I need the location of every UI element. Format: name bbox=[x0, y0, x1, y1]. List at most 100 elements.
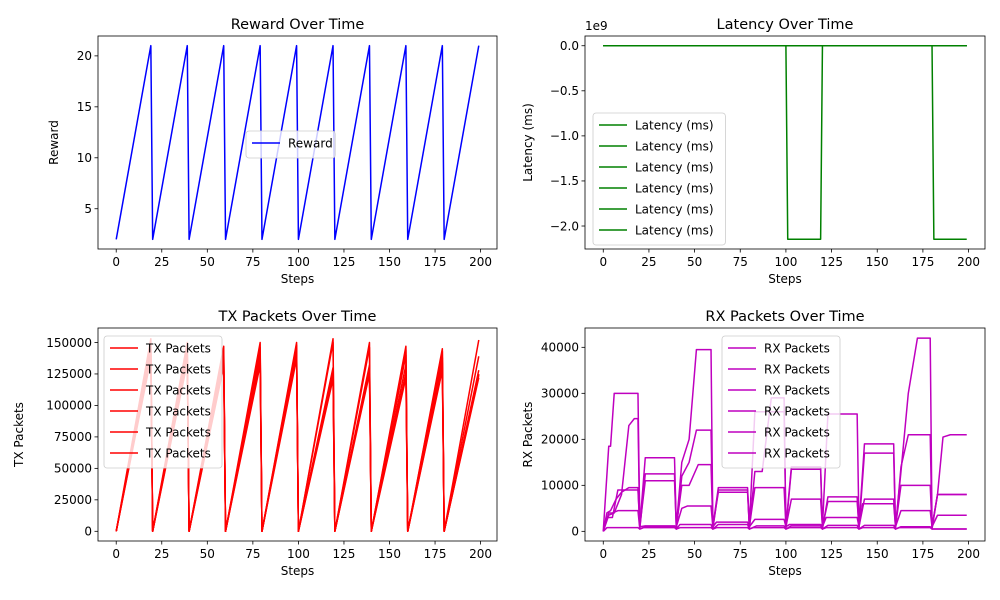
legend-entry-label: Latency (ms) bbox=[635, 160, 714, 174]
x-tick-label: 125 bbox=[333, 547, 356, 561]
y-tick-label: 0 bbox=[84, 525, 92, 539]
chart-title: Reward Over Time bbox=[231, 17, 365, 33]
legend: RX Packets RX Packets RX Packets RX Packets… bbox=[721, 335, 841, 469]
chart-tx-packets: 0 25 50 75 100 125 150 175 200 0 25000 50000 75000 10… bbox=[12, 309, 498, 578]
x-tick-label: 125 bbox=[820, 255, 843, 269]
legend-entry-label: TX Packets bbox=[145, 383, 211, 397]
y-tick-label: 40000 bbox=[541, 341, 579, 355]
legend: Reward bbox=[245, 130, 336, 159]
x-tick-label: 75 bbox=[733, 255, 748, 269]
y-tick-label: 20000 bbox=[541, 433, 579, 447]
x-tick-label: 25 bbox=[641, 255, 656, 269]
x-tick-label: 175 bbox=[424, 547, 447, 561]
x-tick-label: 200 bbox=[957, 547, 980, 561]
y-tick-label: 75000 bbox=[54, 430, 92, 444]
x-tick-label: 75 bbox=[733, 547, 748, 561]
y-tick-label: −0.5 bbox=[550, 84, 579, 98]
x-tick-label: 100 bbox=[287, 255, 310, 269]
chart-title: TX Packets Over Time bbox=[218, 309, 377, 325]
chart-latency: 0 25 50 75 100 125 150 175 200 0.0 −0.5 −1.0 −1.5 −2.… bbox=[521, 17, 986, 286]
legend-entry-label: TX Packets bbox=[145, 341, 211, 355]
x-tick-label: 50 bbox=[687, 255, 702, 269]
legend: Latency (ms) Latency (ms) Latency (ms) Late… bbox=[592, 112, 726, 246]
x-tick-label: 175 bbox=[424, 255, 447, 269]
y-tick-label: 0 bbox=[571, 525, 579, 539]
axes-frame bbox=[584, 35, 986, 250]
legend-entry-label: Latency (ms) bbox=[635, 223, 714, 237]
x-tick-label: 100 bbox=[287, 547, 310, 561]
legend-entry-label: Reward bbox=[288, 136, 333, 150]
x-tick-label: 0 bbox=[112, 547, 120, 561]
x-tick-label: 200 bbox=[469, 255, 492, 269]
y-axis-label: Reward bbox=[47, 120, 61, 165]
y-axis-label: Latency (ms) bbox=[521, 103, 535, 182]
y-tick-label: −2.0 bbox=[550, 219, 579, 233]
x-tick-label: 150 bbox=[866, 255, 889, 269]
legend-entry-label: RX Packets bbox=[764, 446, 830, 460]
x-tick-label: 0 bbox=[112, 255, 120, 269]
y-axis-label: RX Packets bbox=[521, 402, 535, 468]
x-tick-label: 175 bbox=[911, 255, 934, 269]
y-tick-label: 10 bbox=[77, 151, 92, 165]
x-tick-label: 125 bbox=[820, 547, 843, 561]
x-tick-label: 200 bbox=[469, 547, 492, 561]
y-tick-label: −1.0 bbox=[550, 129, 579, 143]
legend-entry-label: Latency (ms) bbox=[635, 202, 714, 216]
x-tick-label: 75 bbox=[245, 547, 260, 561]
x-tick-label: 25 bbox=[154, 255, 169, 269]
y-tick-label: 10000 bbox=[541, 479, 579, 493]
y-tick-label: 30000 bbox=[541, 387, 579, 401]
x-tick-label: 25 bbox=[641, 547, 656, 561]
legend-entry-label: RX Packets bbox=[764, 362, 830, 376]
x-axis-label: Steps bbox=[768, 272, 802, 286]
y-tick-label: 15 bbox=[77, 100, 92, 114]
x-tick-label: 125 bbox=[333, 255, 356, 269]
legend-entry-label: RX Packets bbox=[764, 383, 830, 397]
legend-entry-label: Latency (ms) bbox=[635, 181, 714, 195]
legend-entry-label: TX Packets bbox=[145, 404, 211, 418]
chart-title: Latency Over Time bbox=[717, 17, 854, 33]
x-axis-label: Steps bbox=[768, 564, 802, 578]
y-tick-label: 125000 bbox=[46, 367, 92, 381]
legend-entry-label: Latency (ms) bbox=[635, 139, 714, 153]
x-tick-label: 150 bbox=[378, 547, 401, 561]
y-tick-label: 5 bbox=[84, 202, 92, 216]
y-tick-label: 100000 bbox=[46, 399, 92, 413]
legend-entry-label: TX Packets bbox=[145, 362, 211, 376]
x-tick-label: 0 bbox=[599, 255, 607, 269]
x-tick-label: 0 bbox=[599, 547, 607, 561]
legend-entry-label: TX Packets bbox=[145, 446, 211, 460]
x-tick-label: 50 bbox=[200, 547, 215, 561]
latency-series-line-0 bbox=[603, 44, 967, 241]
legend-entry-label: TX Packets bbox=[145, 425, 211, 439]
x-tick-label: 25 bbox=[154, 547, 169, 561]
x-tick-label: 50 bbox=[687, 547, 702, 561]
x-tick-label: 150 bbox=[378, 255, 401, 269]
legend-entry-label: Latency (ms) bbox=[635, 118, 714, 132]
y-axis-label: TX Packets bbox=[12, 402, 26, 468]
x-tick-label: 50 bbox=[200, 255, 215, 269]
x-tick-label: 100 bbox=[774, 255, 797, 269]
y-tick-label: 25000 bbox=[54, 493, 92, 507]
x-axis-label: Steps bbox=[281, 272, 315, 286]
y-tick-label: 50000 bbox=[54, 462, 92, 476]
chart-reward: 0 25 50 75 100 125 150 175 200 5 10 15 20 Reward Over… bbox=[47, 17, 498, 286]
y-tick-label: 0.0 bbox=[560, 39, 579, 53]
legend: TX Packets TX Packets TX Packets TX Packets… bbox=[103, 335, 223, 469]
legend-box bbox=[245, 130, 336, 159]
legend-entry-label: RX Packets bbox=[764, 341, 830, 355]
axis-offset-text: 1e9 bbox=[585, 19, 608, 33]
rx-packets-series-line-2 bbox=[602, 392, 967, 532]
x-tick-label: 200 bbox=[957, 255, 980, 269]
chart-title: RX Packets Over Time bbox=[705, 309, 864, 325]
legend-entry-label: RX Packets bbox=[764, 404, 830, 418]
axes-frame bbox=[97, 35, 498, 250]
x-axis-label: Steps bbox=[281, 564, 315, 578]
y-tick-label: 150000 bbox=[46, 336, 92, 350]
y-tick-label: −1.5 bbox=[550, 174, 579, 188]
rx-packets-series-line-1 bbox=[602, 509, 967, 532]
legend-entry-label: RX Packets bbox=[764, 425, 830, 439]
x-tick-label: 175 bbox=[911, 547, 934, 561]
